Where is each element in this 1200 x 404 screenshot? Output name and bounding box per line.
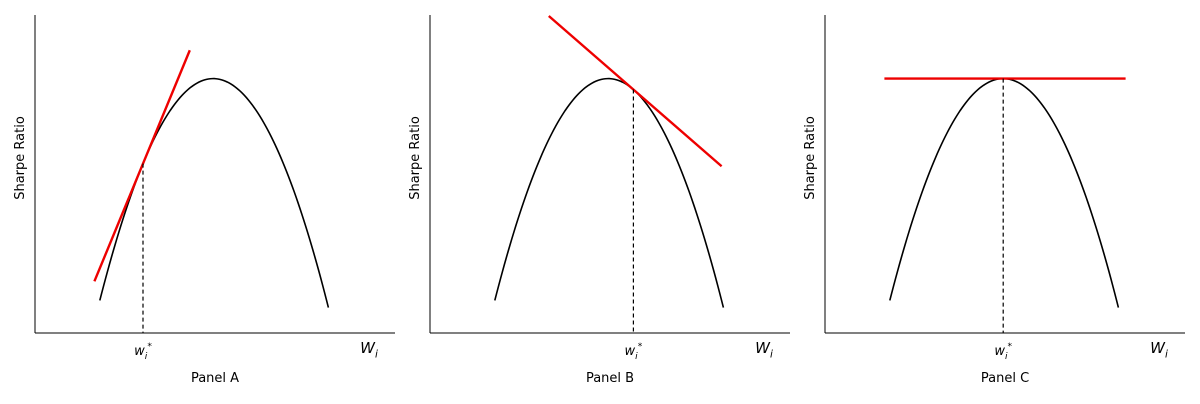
- panel-label: Panel C: [981, 371, 1029, 386]
- sharpe-curve: [99, 77, 330, 308]
- sharpe-curve: [889, 77, 1120, 308]
- sharpe-curve: [494, 77, 725, 308]
- y-axis-label: Sharpe Ratio: [408, 116, 423, 200]
- panel-label: Panel B: [586, 371, 634, 386]
- optimal-weight-tick-label: wi*: [134, 342, 152, 362]
- x-axis-label: Wi: [755, 339, 773, 361]
- tangent-line: [93, 49, 191, 282]
- y-axis-label: Sharpe Ratio: [803, 116, 818, 200]
- panel-a: wi* Wi Panel A Sharpe Ratio: [13, 15, 395, 386]
- panel-b: wi* Wi Panel B Sharpe Ratio: [408, 15, 790, 386]
- y-axis-label: Sharpe Ratio: [13, 116, 28, 200]
- optimal-weight-tick-label: wi*: [994, 342, 1012, 362]
- x-axis-label: Wi: [1150, 339, 1168, 361]
- panel-c: wi* Wi Panel C Sharpe Ratio: [803, 15, 1185, 386]
- panel-label: Panel A: [191, 371, 239, 386]
- x-axis-label: Wi: [360, 339, 378, 361]
- optimal-weight-tick-label: wi*: [625, 342, 643, 362]
- tangent-line: [548, 15, 723, 168]
